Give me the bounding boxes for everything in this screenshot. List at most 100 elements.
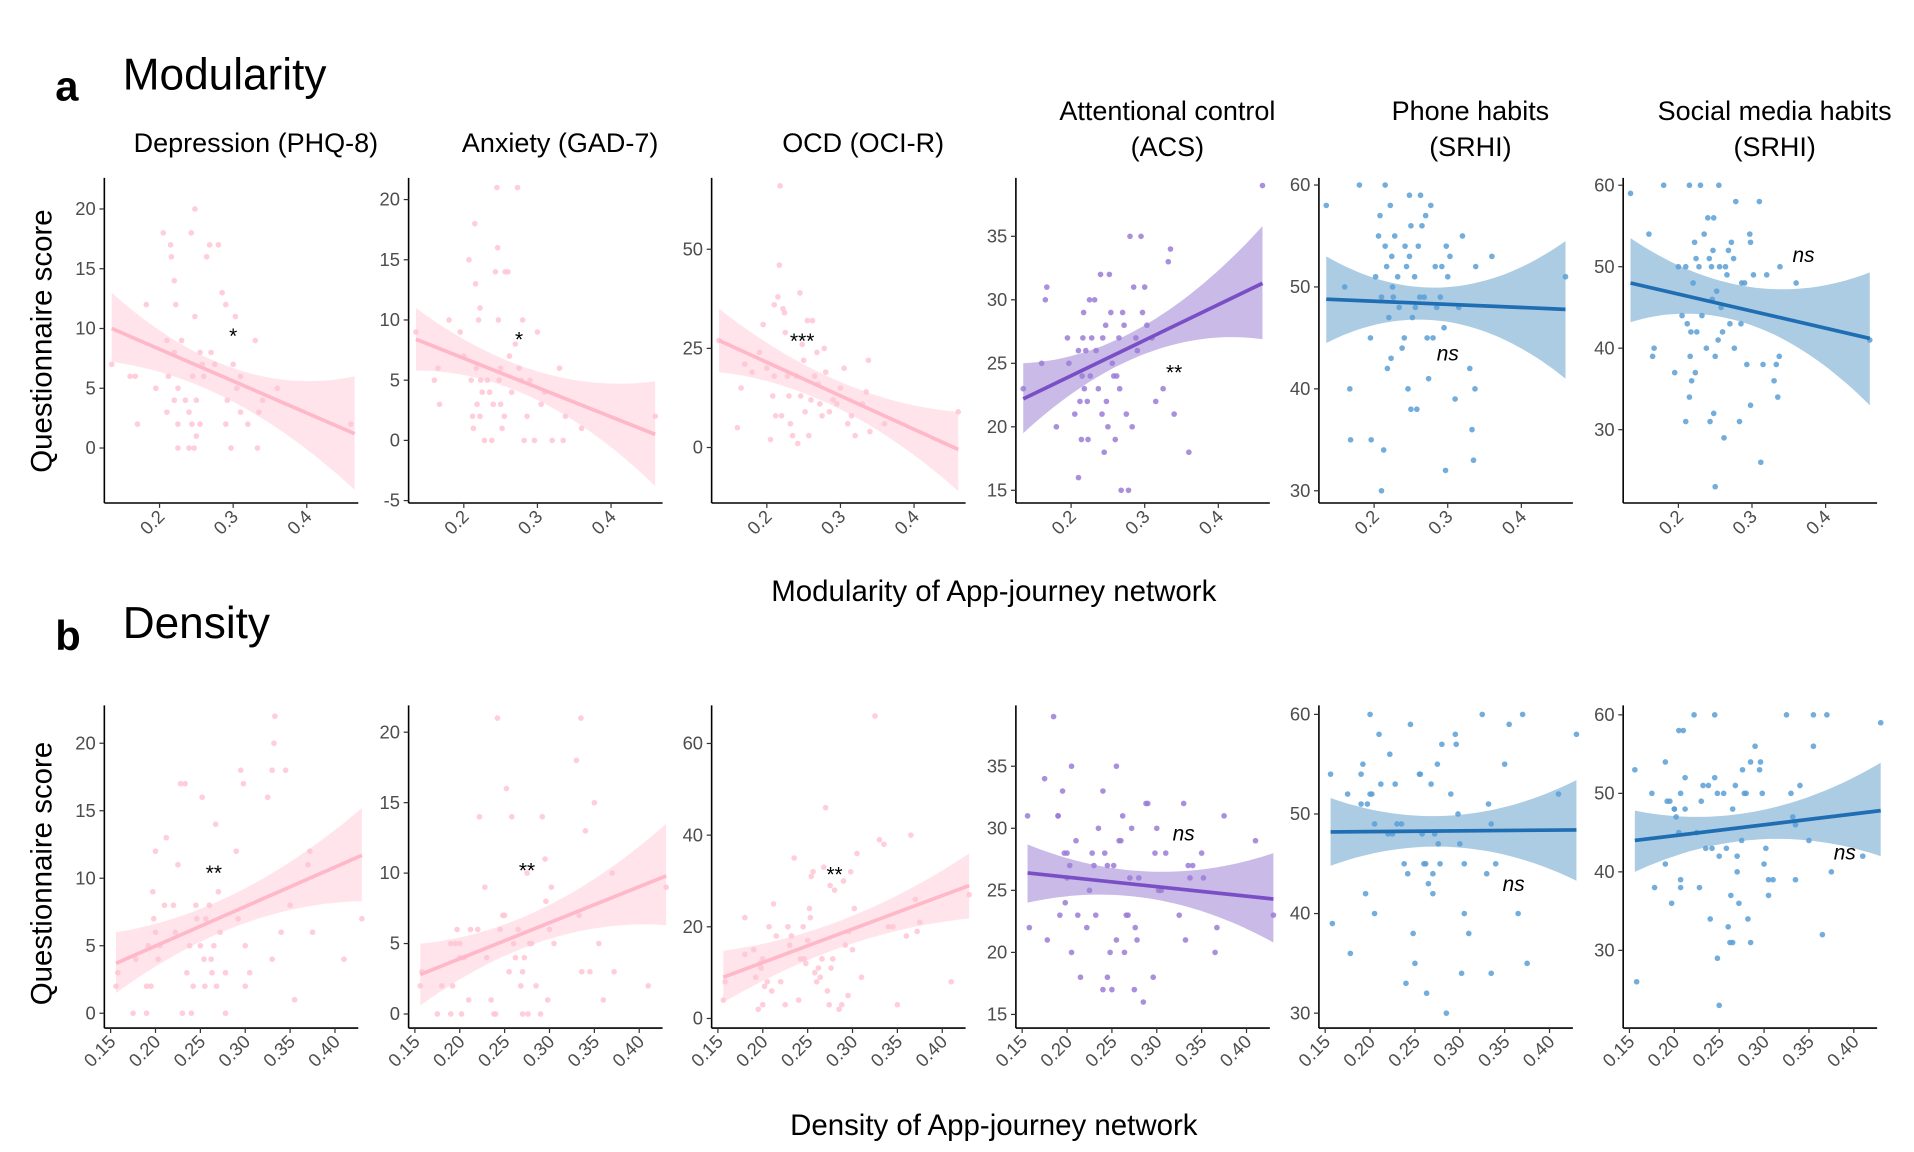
- data-point: [600, 997, 607, 1003]
- data-point: [841, 365, 847, 372]
- data-point: [484, 377, 491, 384]
- data-point: [1723, 845, 1730, 852]
- data-point: [1074, 912, 1081, 918]
- data-point: [206, 902, 213, 909]
- data-point: [833, 401, 840, 407]
- scatter-panel: 0 5 10 15 20 0.2 0.3 0.4 * Depression (PHQ-8): [75, 128, 378, 539]
- data-point: [596, 940, 602, 947]
- data-point: [1132, 924, 1139, 931]
- x-tick-label: 0.40: [1215, 1031, 1255, 1071]
- data-point: [512, 954, 519, 961]
- data-point: [767, 436, 774, 443]
- data-point: [1711, 774, 1718, 781]
- data-point: [759, 1001, 766, 1008]
- data-point: [163, 834, 170, 841]
- data-point: [1434, 761, 1441, 768]
- data-point: [1688, 377, 1695, 384]
- data-point: [222, 301, 229, 308]
- data-point: [1691, 712, 1697, 718]
- data-point: [1103, 398, 1110, 405]
- data-point: [1810, 743, 1817, 750]
- data-point: [446, 317, 452, 323]
- data-point: [1734, 853, 1740, 859]
- confidence-band: [1027, 844, 1274, 943]
- data-point: [175, 421, 181, 427]
- data-point: [1071, 411, 1078, 417]
- data-point: [822, 369, 829, 375]
- data-point: [881, 420, 888, 427]
- data-point: [1716, 182, 1722, 189]
- data-point: [431, 377, 438, 384]
- data-point: [1703, 345, 1710, 352]
- data-point: [809, 317, 816, 324]
- data-point: [1396, 304, 1402, 311]
- data-point: [1408, 406, 1414, 413]
- data-point: [1682, 774, 1688, 781]
- y-tick-label: 60: [1290, 174, 1310, 195]
- data-point: [199, 794, 205, 801]
- data-point: [305, 861, 311, 868]
- data-point: [209, 969, 215, 976]
- data-point: [472, 281, 479, 287]
- data-point: [177, 780, 184, 787]
- data-point: [1501, 761, 1508, 768]
- data-point: [1746, 231, 1753, 237]
- data-point: [1078, 436, 1085, 443]
- data-point: [1055, 813, 1061, 819]
- data-point: [1341, 284, 1348, 290]
- x-tick-label: 0.4: [587, 506, 620, 539]
- data-point: [1489, 253, 1495, 260]
- data-point: [1416, 294, 1423, 300]
- data-point: [1075, 474, 1082, 481]
- data-point: [1483, 870, 1490, 877]
- data-point: [271, 740, 277, 747]
- y-tick-label: 30: [987, 817, 1007, 838]
- data-point: [1113, 763, 1120, 770]
- x-tick-label: 0.15: [79, 1031, 119, 1071]
- x-tick-label: 0.2: [136, 506, 169, 539]
- data-point: [815, 965, 822, 971]
- data-point: [1447, 253, 1453, 260]
- data-point: [1127, 233, 1133, 240]
- data-point: [1562, 273, 1569, 280]
- data-point: [1506, 721, 1512, 728]
- data-point: [805, 432, 812, 439]
- scatter-panel: 30 40 50 60 0.15 0.20 0.25 0.30 0.35 0.40 ns: [1594, 704, 1884, 1071]
- data-point: [1405, 386, 1411, 392]
- data-point: [838, 1001, 845, 1008]
- data-point: [153, 385, 159, 392]
- data-point: [1259, 182, 1266, 189]
- x-tick-label: 0.25: [1081, 1031, 1121, 1071]
- data-point: [766, 923, 772, 930]
- data-point: [764, 365, 770, 372]
- y-tick-label: 15: [380, 792, 400, 813]
- data-point: [1633, 978, 1640, 985]
- data-point: [1671, 369, 1678, 376]
- data-point: [171, 277, 178, 284]
- data-point: [1707, 418, 1713, 425]
- y-tick-label: 10: [75, 318, 95, 339]
- data-point: [447, 1011, 454, 1017]
- data-point: [863, 389, 870, 395]
- data-point: [481, 437, 488, 444]
- data-point: [1413, 406, 1420, 413]
- data-point: [1053, 423, 1060, 430]
- data-point: [434, 1011, 441, 1017]
- data-point: [1144, 800, 1151, 807]
- confidence-band: [723, 853, 970, 1003]
- data-point: [1458, 970, 1465, 977]
- data-point: [192, 313, 198, 320]
- data-point: [829, 956, 836, 962]
- data-point: [795, 997, 802, 1003]
- data-point: [1391, 233, 1398, 239]
- data-point: [1119, 813, 1126, 819]
- x-tick-label: 0.20: [1643, 1031, 1683, 1071]
- data-point: [742, 914, 748, 921]
- data-point: [1662, 759, 1669, 765]
- data-point: [1270, 912, 1277, 918]
- data-point: [134, 421, 141, 427]
- data-point: [808, 873, 815, 880]
- data-point: [468, 377, 474, 384]
- data-point: [524, 870, 530, 876]
- scatter-panel: 30 40 50 60 0.2 0.3 0.4 ns Phone habits (SRHI): [1290, 96, 1573, 539]
